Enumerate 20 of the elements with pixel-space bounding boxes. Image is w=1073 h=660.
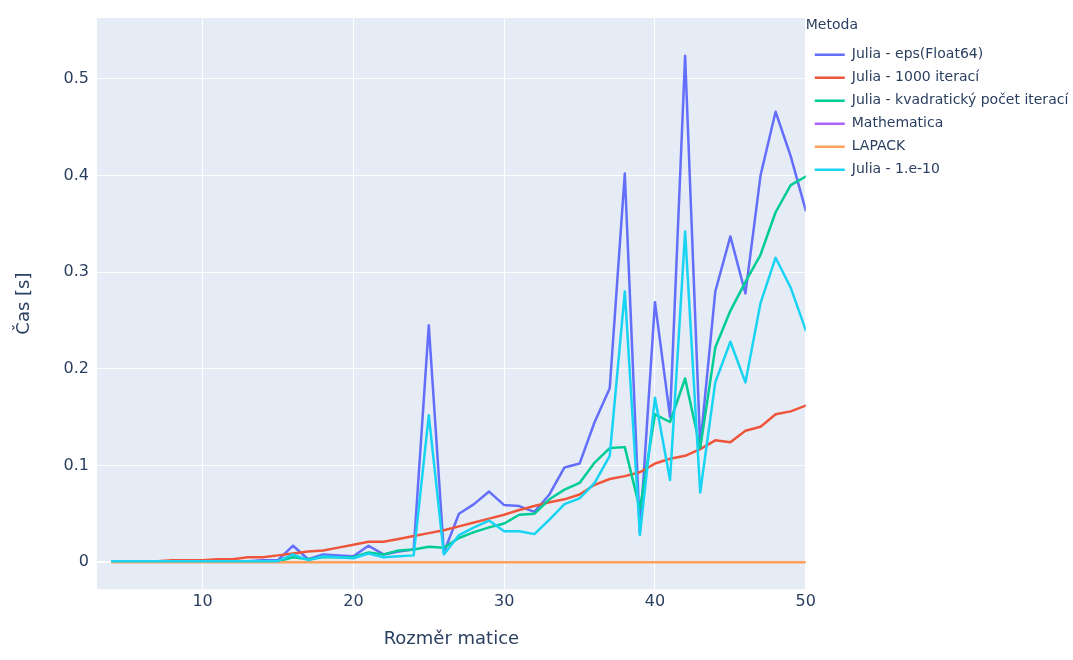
y-tick-label: 0.3 xyxy=(63,261,90,281)
y-tick-label: 0 xyxy=(78,551,90,571)
legend-label: Julia - 1000 iterací xyxy=(850,68,981,85)
y-tick-label: 0.4 xyxy=(63,164,90,184)
y-tick-label: 0.5 xyxy=(63,68,90,88)
legend-label: Mathematica xyxy=(851,114,944,131)
x-tick-label: 10 xyxy=(192,590,213,610)
x-tick-label: 50 xyxy=(795,590,816,610)
legend-title: Metoda xyxy=(805,15,858,32)
y-axis-title: Čas [s] xyxy=(12,272,34,335)
x-tick-label: 30 xyxy=(493,590,515,610)
x-tick-label: 20 xyxy=(343,590,364,610)
y-tick-label: 0.1 xyxy=(63,454,90,474)
y-tick-label: 0.2 xyxy=(63,357,90,377)
x-tick-label: 40 xyxy=(644,590,666,610)
legend-label: LAPACK xyxy=(851,137,907,154)
x-axis-title: Rozměr matice xyxy=(383,626,520,648)
legend-label: Julia - 1.e-10 xyxy=(850,160,940,177)
legend-label: Julia - kvadratický počet iterací xyxy=(850,91,1070,108)
legend-label: Julia - eps(Float64) xyxy=(850,45,984,62)
